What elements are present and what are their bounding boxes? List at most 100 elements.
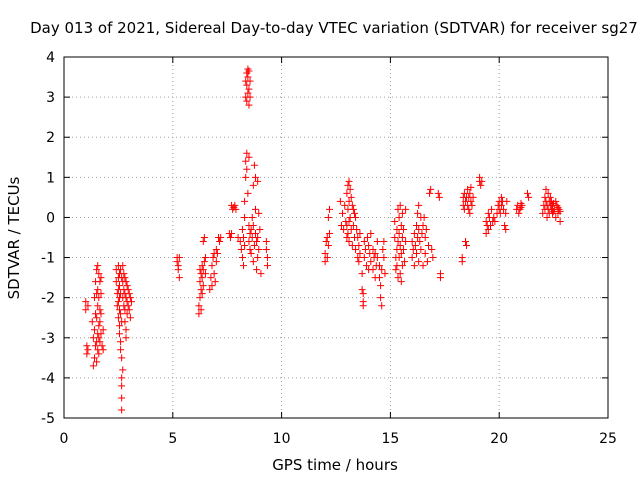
data-point bbox=[486, 221, 494, 229]
data-point bbox=[88, 318, 96, 326]
x-tick-label: 20 bbox=[490, 431, 508, 447]
data-point bbox=[458, 258, 466, 266]
axis-ticks bbox=[63, 56, 609, 419]
data-point bbox=[349, 205, 357, 213]
data-point bbox=[122, 326, 130, 334]
y-tick-labels: -5 -4 -3 -2 -1 0 1 2 3 4 bbox=[41, 50, 55, 427]
data-point bbox=[397, 221, 405, 229]
data-point bbox=[197, 306, 205, 314]
data-point bbox=[365, 242, 373, 250]
data-point bbox=[321, 250, 329, 258]
data-point bbox=[339, 209, 347, 217]
data-point bbox=[212, 246, 220, 254]
data-point bbox=[399, 246, 407, 254]
data-point bbox=[395, 254, 403, 262]
data-point bbox=[542, 185, 550, 193]
data-point bbox=[349, 221, 357, 229]
x-tick-label: 25 bbox=[599, 431, 617, 447]
data-point bbox=[397, 250, 405, 258]
data-point bbox=[503, 197, 511, 205]
data-point bbox=[245, 153, 253, 161]
data-point bbox=[196, 278, 204, 286]
data-point bbox=[115, 322, 123, 330]
data-point bbox=[352, 246, 360, 254]
data-point bbox=[245, 67, 253, 75]
data-point bbox=[247, 225, 255, 233]
data-point bbox=[478, 177, 486, 185]
data-point bbox=[394, 205, 402, 213]
y-tick-label: 3 bbox=[46, 90, 55, 106]
data-point bbox=[364, 234, 372, 241]
data-point bbox=[195, 310, 203, 318]
data-point bbox=[373, 254, 381, 262]
data-point bbox=[426, 189, 434, 197]
data-point bbox=[466, 209, 474, 217]
y-tick-label: -3 bbox=[41, 331, 55, 347]
data-point bbox=[212, 258, 220, 266]
data-point bbox=[391, 234, 399, 241]
data-point bbox=[419, 262, 427, 270]
data-point bbox=[199, 266, 207, 274]
data-point bbox=[344, 181, 352, 189]
y-tick-label: 2 bbox=[46, 130, 55, 146]
data-point bbox=[379, 246, 387, 254]
data-point bbox=[119, 262, 127, 270]
data-point bbox=[118, 394, 126, 402]
data-point bbox=[421, 234, 429, 241]
data-point bbox=[422, 225, 430, 233]
data-point bbox=[198, 290, 206, 298]
data-point bbox=[122, 278, 130, 286]
data-point bbox=[408, 254, 416, 262]
data-point bbox=[359, 290, 367, 298]
data-point bbox=[424, 242, 432, 250]
data-point bbox=[96, 278, 104, 286]
data-point bbox=[420, 213, 428, 221]
data-point bbox=[345, 217, 353, 225]
data-point bbox=[94, 262, 102, 270]
data-point bbox=[249, 258, 257, 266]
data-point bbox=[421, 250, 429, 258]
data-point bbox=[243, 149, 251, 157]
data-point bbox=[354, 234, 362, 241]
data-point bbox=[336, 197, 344, 205]
data-point bbox=[355, 258, 363, 266]
data-point bbox=[121, 318, 129, 326]
data-point bbox=[228, 229, 236, 237]
data-point bbox=[355, 242, 363, 250]
data-point bbox=[253, 266, 261, 274]
data-point bbox=[251, 205, 259, 213]
data-point bbox=[376, 274, 384, 282]
data-point bbox=[97, 310, 105, 318]
data-point bbox=[241, 242, 249, 250]
y-tick-label: 4 bbox=[46, 50, 55, 66]
data-point bbox=[466, 189, 474, 197]
data-point bbox=[95, 350, 103, 358]
data-point bbox=[84, 302, 92, 310]
data-point bbox=[125, 306, 133, 314]
data-point bbox=[497, 201, 505, 209]
data-point bbox=[97, 274, 105, 282]
x-tick-label: 0 bbox=[60, 431, 69, 447]
y-tick-label: -5 bbox=[41, 411, 55, 427]
data-point bbox=[95, 322, 103, 330]
data-point bbox=[399, 225, 407, 233]
data-point bbox=[391, 217, 399, 225]
data-point bbox=[539, 209, 547, 217]
data-point bbox=[468, 201, 476, 209]
data-point bbox=[413, 221, 421, 229]
data-point bbox=[254, 177, 262, 185]
data-point bbox=[488, 205, 496, 213]
data-point bbox=[240, 234, 248, 241]
data-point bbox=[243, 165, 251, 173]
data-point bbox=[415, 225, 423, 233]
data-point bbox=[127, 298, 135, 306]
data-point bbox=[343, 189, 351, 197]
data-point bbox=[175, 254, 183, 262]
data-point bbox=[556, 207, 564, 215]
data-point bbox=[523, 189, 531, 197]
data-point bbox=[254, 254, 262, 262]
data-point bbox=[367, 258, 375, 266]
data-point bbox=[124, 302, 132, 310]
data-point bbox=[93, 358, 101, 366]
